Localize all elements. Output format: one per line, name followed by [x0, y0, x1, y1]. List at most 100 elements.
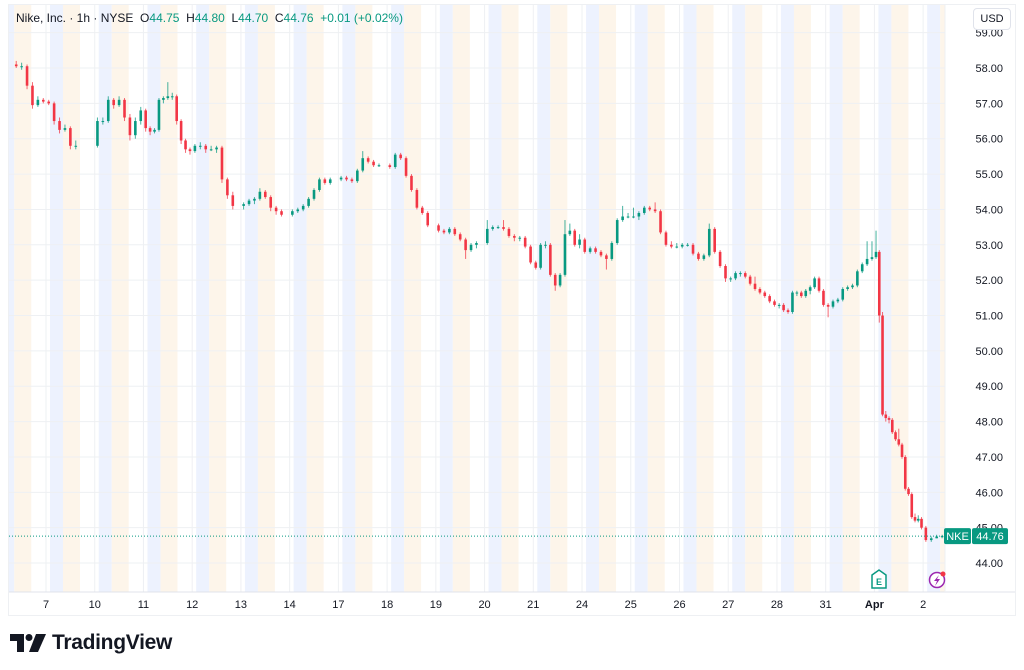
candle[interactable] [777, 303, 781, 309]
candle[interactable] [743, 271, 747, 279]
candle[interactable] [128, 113, 132, 141]
candle[interactable] [274, 205, 278, 215]
candle[interactable] [621, 205, 624, 222]
candle[interactable] [713, 227, 716, 254]
candle[interactable] [58, 117, 61, 134]
candle[interactable] [170, 92, 174, 100]
candle[interactable] [523, 235, 527, 249]
candle[interactable] [865, 241, 869, 267]
candle[interactable] [513, 234, 516, 242]
candle[interactable] [220, 145, 224, 183]
candle[interactable] [856, 269, 859, 288]
candle[interactable] [763, 290, 767, 298]
candle[interactable] [74, 140, 78, 150]
candle[interactable] [144, 108, 147, 132]
candle[interactable] [929, 536, 933, 542]
candle[interactable] [518, 235, 522, 242]
candle[interactable] [52, 101, 56, 125]
candle[interactable] [507, 227, 511, 238]
candle[interactable] [301, 204, 305, 212]
candle[interactable] [269, 195, 272, 212]
candle[interactable] [307, 197, 310, 208]
candle[interactable] [139, 106, 143, 125]
candle[interactable] [697, 251, 700, 261]
candle[interactable] [773, 299, 776, 307]
candle[interactable] [808, 285, 812, 295]
candle[interactable] [226, 177, 229, 199]
candle[interactable] [920, 517, 923, 530]
candle[interactable] [377, 163, 381, 168]
candle[interactable] [291, 209, 294, 217]
candle[interactable] [63, 124, 67, 132]
candle[interactable] [903, 455, 907, 491]
candle[interactable] [664, 230, 668, 247]
candle[interactable] [870, 241, 874, 261]
candle[interactable] [345, 175, 348, 182]
candle[interactable] [101, 117, 105, 125]
candle[interactable] [907, 487, 910, 496]
candle[interactable] [529, 244, 532, 265]
candle[interactable] [247, 198, 251, 206]
candle[interactable] [822, 289, 825, 307]
candle[interactable] [437, 223, 440, 233]
symbol-title[interactable]: Nike, Inc. · 1h · NYSE [16, 11, 134, 25]
candle[interactable] [453, 227, 457, 236]
candle[interactable] [464, 237, 467, 259]
candle[interactable] [637, 211, 641, 221]
candle[interactable] [421, 205, 424, 215]
candle[interactable] [209, 145, 213, 152]
candle[interactable] [502, 220, 505, 231]
candle[interactable] [578, 234, 581, 249]
candle[interactable] [707, 223, 711, 258]
candle[interactable] [123, 98, 126, 122]
candle[interactable] [231, 191, 235, 210]
candle[interactable] [350, 177, 354, 183]
candle[interactable] [199, 142, 202, 150]
candle[interactable] [894, 430, 897, 442]
candle[interactable] [836, 297, 840, 304]
lightning-icon[interactable] [928, 571, 946, 589]
candle[interactable] [366, 156, 370, 164]
candle[interactable] [442, 228, 446, 235]
candle[interactable] [691, 243, 695, 256]
candle[interactable] [897, 428, 901, 447]
candle[interactable] [323, 177, 327, 185]
candle[interactable] [280, 209, 283, 217]
candle[interactable] [318, 177, 321, 192]
candle[interactable] [758, 287, 762, 295]
candle[interactable] [162, 96, 165, 104]
candle[interactable] [573, 228, 577, 247]
candle[interactable] [188, 147, 192, 155]
candle[interactable] [884, 410, 888, 422]
candle[interactable] [184, 138, 187, 153]
candle[interactable] [702, 253, 706, 261]
candle[interactable] [718, 250, 722, 268]
candle[interactable] [399, 152, 402, 160]
candle[interactable] [558, 273, 562, 288]
candle[interactable] [739, 271, 742, 277]
candle[interactable] [734, 271, 737, 281]
candle[interactable] [675, 243, 679, 249]
candle[interactable] [179, 119, 183, 145]
candle[interactable] [653, 202, 657, 213]
candle[interactable] [615, 218, 619, 245]
candle[interactable] [782, 303, 785, 312]
candle[interactable] [410, 174, 413, 192]
candle[interactable] [846, 285, 849, 291]
candle[interactable] [157, 98, 161, 132]
candle[interactable] [817, 276, 821, 293]
candle[interactable] [563, 220, 567, 277]
candle[interactable] [393, 152, 397, 169]
candle[interactable] [117, 96, 121, 107]
candle[interactable] [804, 289, 808, 298]
candle[interactable] [632, 207, 635, 219]
candle[interactable] [36, 96, 40, 107]
candle[interactable] [31, 82, 34, 109]
candle[interactable] [491, 225, 494, 231]
candle[interactable] [680, 243, 684, 249]
candle[interactable] [860, 262, 864, 274]
candle[interactable] [361, 151, 365, 173]
candle[interactable] [877, 250, 881, 323]
candle[interactable] [253, 197, 256, 205]
candle[interactable] [583, 237, 587, 254]
